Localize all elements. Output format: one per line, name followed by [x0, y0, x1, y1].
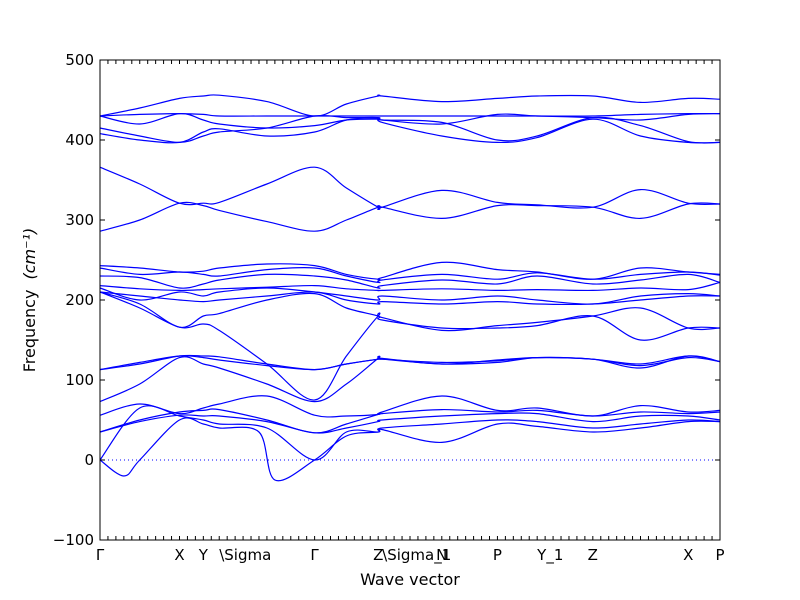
band-line-15 [99, 291, 721, 401]
x-tick-label: Y_1 [536, 546, 563, 565]
y-tick-label: 0 [84, 451, 94, 469]
y-tick-layer: −100 0 100 200 300 400 500 [53, 51, 720, 549]
band-line-1 [99, 94, 721, 117]
x-tick-label: N [436, 546, 447, 564]
band-line-4 [99, 114, 721, 144]
series-layer [99, 94, 721, 482]
x-tick-label: \Sigma_1 [382, 546, 451, 565]
band-line-18 [99, 355, 721, 403]
x-tick-label: P [493, 546, 502, 564]
y-tick-label: 100 [65, 371, 94, 389]
x-tick-layer: Γ X Y \Sigma Γ Z\Sigma_1N P Y_1 Z X P [96, 60, 725, 565]
band-line-20 [99, 408, 721, 434]
band-line-8 [99, 261, 721, 281]
x-tick-label: P [715, 546, 724, 564]
y-tick-label: 500 [65, 51, 94, 69]
x-tick-label: Y [198, 546, 209, 564]
x-tick-label: \Sigma [219, 546, 271, 564]
x-tick-label: Z [588, 546, 598, 564]
x-tick-label: Z [373, 546, 383, 564]
y-axis-label-unit: (cm⁻¹) [20, 228, 39, 280]
x-tick-label: X [683, 546, 693, 564]
y-tick-label: −100 [53, 531, 94, 549]
y-tick-label: 400 [65, 131, 94, 149]
x-tick-label: X [174, 546, 184, 564]
band-line-13 [99, 291, 721, 306]
y-axis-label-text: Frequency [20, 290, 39, 373]
x-tick-label: Γ [96, 546, 105, 564]
y-tick-label: 200 [65, 291, 94, 309]
band-line-12 [99, 287, 721, 305]
band-line-9 [99, 267, 721, 284]
band-line-7 [99, 201, 721, 232]
plot-background [100, 60, 720, 540]
band-line-2 [99, 112, 721, 117]
band-line-11 [99, 281, 721, 292]
y-axis-label: Frequency (cm⁻¹) [20, 228, 39, 372]
band-line-10 [99, 273, 721, 289]
band-line-17 [99, 355, 721, 371]
x-tick-label: Γ [310, 546, 319, 564]
band-line-23 [99, 417, 721, 482]
band-line-5 [99, 117, 721, 144]
band-line-21 [99, 412, 721, 434]
x-axis-label: Wave vector [360, 570, 460, 589]
y-tick-label: 300 [65, 211, 94, 229]
